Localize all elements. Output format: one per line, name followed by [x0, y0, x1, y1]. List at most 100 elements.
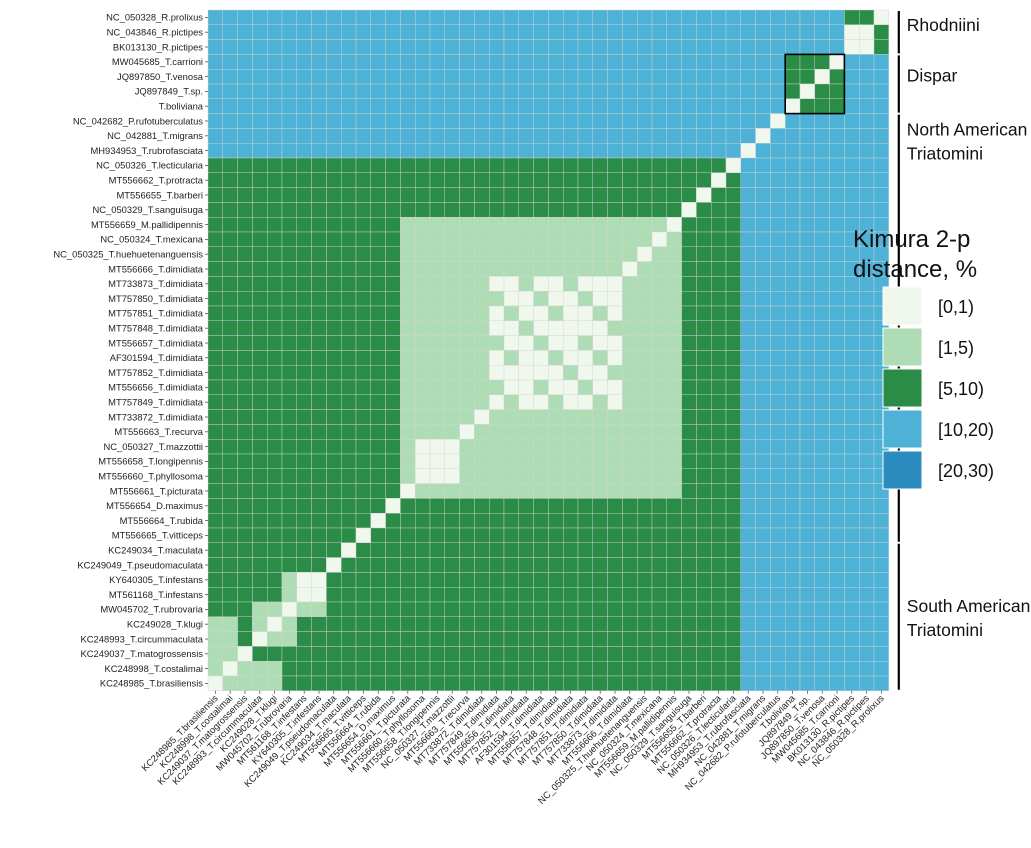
- heatmap-cell: [311, 24, 327, 40]
- row-label: NC_050324_T.mexicana: [100, 234, 203, 245]
- heatmap-cell: [740, 113, 756, 129]
- heatmap-cell: [799, 646, 816, 662]
- heatmap-cell: [518, 128, 534, 144]
- heatmap-cell: [252, 291, 268, 307]
- heatmap-cell: [785, 379, 801, 396]
- heatmap-cell: [637, 128, 653, 144]
- heatmap-cell: [711, 231, 727, 248]
- heatmap-cell: [267, 187, 283, 203]
- heatmap-cell: [252, 498, 268, 514]
- heatmap-cell: [622, 276, 638, 292]
- heatmap-cell: [474, 557, 490, 573]
- heatmap-cell: [785, 320, 801, 336]
- heatmap-cell: [607, 39, 623, 55]
- heatmap-cell: [829, 305, 845, 322]
- heatmap-cell: [622, 513, 638, 529]
- heatmap-cell: [844, 616, 860, 632]
- heatmap-cell: [400, 202, 416, 218]
- heatmap-cell: [518, 646, 534, 662]
- heatmap-cell: [548, 365, 564, 381]
- heatmap-cell: [474, 439, 490, 455]
- heatmap-cell: [415, 128, 431, 144]
- row-label: NC_050325_T.huehuetenanguensis: [53, 249, 203, 260]
- heatmap-cell: [400, 9, 416, 26]
- heatmap-cell: [844, 661, 860, 677]
- heatmap-cell: [533, 142, 549, 159]
- heatmap-cell: [548, 379, 564, 396]
- heatmap-cell: [429, 9, 446, 26]
- heatmap-cell: [829, 483, 845, 499]
- heatmap-cell: [267, 68, 283, 85]
- heatmap-cell: [341, 113, 357, 129]
- heatmap-cell: [281, 68, 298, 85]
- heatmap-cell: [311, 320, 327, 336]
- row-label: MT556663_T.recurva: [114, 426, 203, 437]
- heatmap-cell: [370, 557, 386, 573]
- heatmap-cell: [326, 527, 342, 544]
- heatmap-cell: [296, 498, 312, 514]
- heatmap-cell: [237, 39, 253, 55]
- heatmap-cell: [799, 276, 816, 292]
- heatmap-cell: [429, 350, 446, 366]
- heatmap-cell: [548, 513, 564, 529]
- heatmap-cell: [799, 631, 816, 647]
- heatmap-cell: [563, 365, 579, 381]
- heatmap-cell: [755, 320, 771, 336]
- heatmap-cell: [518, 320, 534, 336]
- row-label: KC248998_T.costalimai: [105, 663, 204, 674]
- heatmap-cell: [711, 68, 727, 85]
- group-label: Rhodniini: [907, 15, 980, 35]
- heatmap-cell: [622, 527, 638, 544]
- heatmap-cell: [637, 513, 653, 529]
- heatmap-cell: [666, 675, 682, 692]
- heatmap-cell: [666, 483, 682, 499]
- heatmap-cell: [548, 231, 564, 248]
- heatmap-cell: [385, 616, 401, 632]
- heatmap-cell: [400, 468, 416, 484]
- heatmap-cell: [459, 98, 475, 114]
- heatmap-cell: [296, 305, 312, 322]
- heatmap-cell: [311, 616, 327, 632]
- heatmap-cell: [696, 261, 712, 277]
- heatmap-cell: [237, 276, 253, 292]
- heatmap-cell: [267, 675, 283, 692]
- heatmap-cell: [829, 601, 845, 618]
- heatmap-cell: [222, 601, 238, 618]
- heatmap-cell: [592, 276, 608, 292]
- heatmap-cell: [370, 646, 386, 662]
- heatmap-cell: [829, 335, 845, 351]
- heatmap-cell: [400, 675, 416, 692]
- heatmap-cell: [651, 424, 668, 440]
- heatmap-cell: [400, 498, 416, 514]
- heatmap-cell: [370, 172, 386, 188]
- heatmap-cell: [503, 557, 520, 573]
- heatmap-cell: [799, 9, 816, 26]
- heatmap-cell: [400, 172, 416, 188]
- heatmap-cell: [844, 24, 860, 40]
- dispar-box: [784, 53, 846, 115]
- heatmap-cell: [770, 24, 786, 40]
- heatmap-cell: [267, 379, 283, 396]
- heatmap-cell: [711, 157, 727, 174]
- heatmap-cell: [267, 216, 283, 233]
- heatmap-cell: [651, 498, 668, 514]
- heatmap-cell: [400, 601, 416, 618]
- heatmap-cell: [429, 498, 446, 514]
- heatmap-cell: [296, 246, 312, 262]
- heatmap-cell: [503, 513, 520, 529]
- heatmap-cell: [518, 350, 534, 366]
- heatmap-cell: [563, 601, 579, 618]
- heatmap-cell: [577, 527, 594, 544]
- row-label: MT733872_T.dimidiata: [108, 411, 204, 422]
- heatmap-cell: [666, 498, 682, 514]
- heatmap-cell: [666, 350, 682, 366]
- heatmap-cell: [281, 513, 298, 529]
- heatmap-cell: [444, 365, 460, 381]
- heatmap-cell: [474, 291, 490, 307]
- heatmap-cell: [770, 350, 786, 366]
- heatmap-cell: [267, 394, 283, 410]
- heatmap-cell: [755, 379, 771, 396]
- heatmap-cell: [222, 498, 238, 514]
- heatmap-cell: [622, 113, 638, 129]
- heatmap-cell: [799, 142, 816, 159]
